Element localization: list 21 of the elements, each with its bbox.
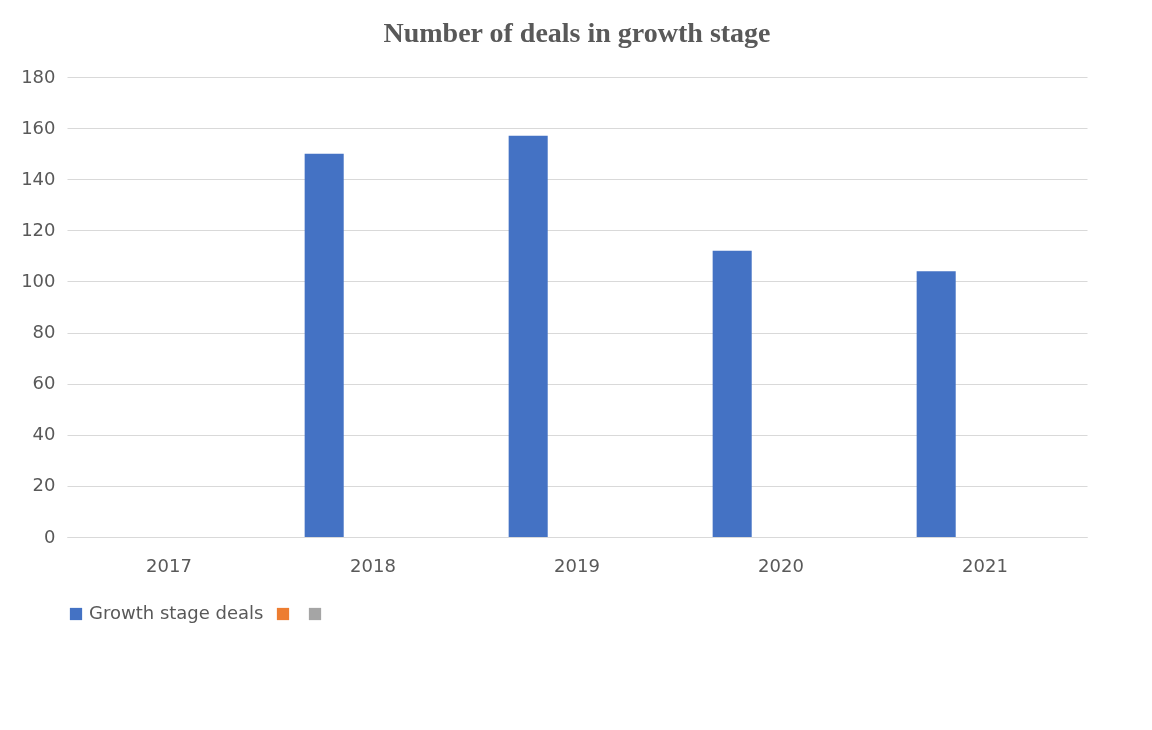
y-tick-label: 160 [21, 116, 56, 138]
y-tick-label: 60 [32, 372, 56, 394]
bar [508, 135, 548, 537]
bar [712, 250, 752, 537]
y-tick-label: 0 [44, 525, 56, 547]
y-tick-label: 40 [32, 423, 56, 445]
y-tick-label: 100 [21, 269, 56, 291]
y-tick-label: 120 [21, 218, 56, 240]
bar [916, 271, 956, 537]
chart-title: Number of deals in growth stage [383, 17, 771, 48]
y-tick-label: 180 [21, 65, 56, 87]
x-tick-label: 2017 [146, 554, 192, 576]
y-tick-label: 20 [32, 474, 56, 496]
legend-label: Growth stage deals [89, 602, 264, 623]
x-tick-label: 2019 [554, 554, 600, 576]
bar [304, 153, 344, 537]
y-tick-label: 140 [21, 167, 56, 189]
x-tick-label: 2021 [962, 554, 1008, 576]
x-tick-label: 2020 [758, 554, 804, 576]
x-tick-label: 2018 [350, 554, 396, 576]
y-tick-label: 80 [32, 321, 56, 343]
